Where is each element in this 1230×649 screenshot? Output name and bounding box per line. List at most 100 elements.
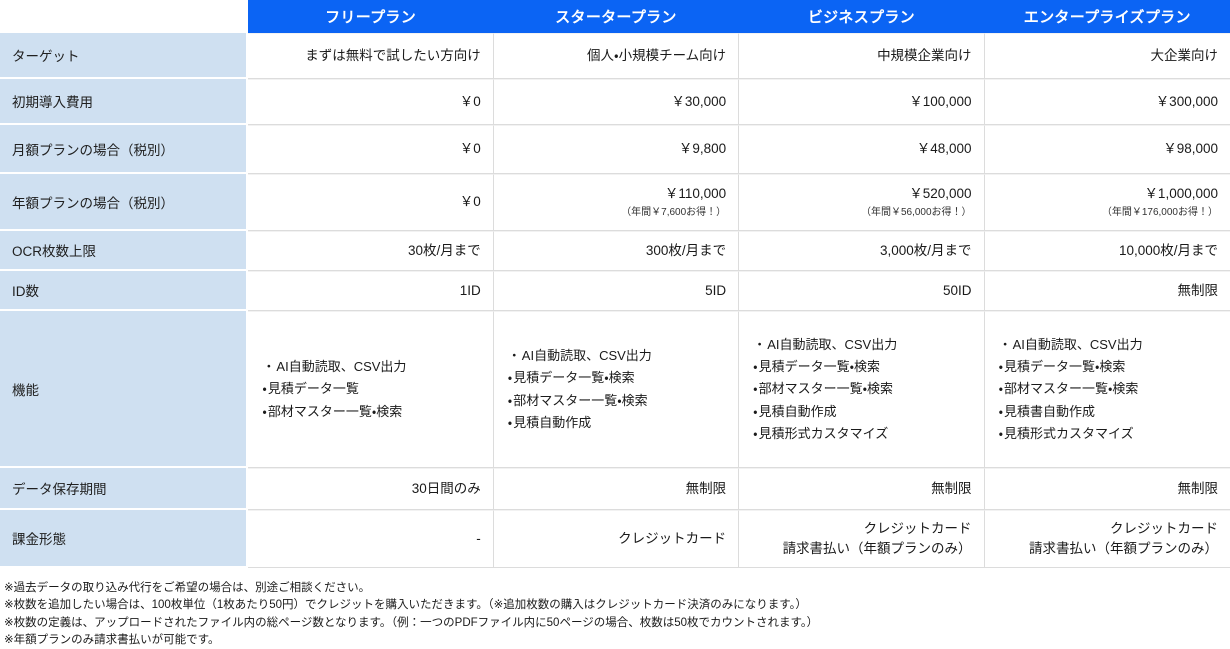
cell-value: ￥100,000: [909, 93, 972, 109]
feature-label: 部材マスター一覧・検索: [758, 381, 894, 397]
cell-billing-starter: クレジットカード: [493, 510, 740, 568]
cell-value: 50ID: [943, 282, 972, 298]
row-label-data-retention: データ保存期間: [0, 468, 249, 510]
feature-list-item: ・見積書自動作成: [999, 401, 1220, 423]
table-row-yearly-plan: 年額プランの場合（税別） ￥0 ￥110,000 （年間￥7,600お得！） ￥…: [0, 174, 1230, 231]
cell-value: 無制限: [1177, 480, 1219, 496]
cell-initial-cost-business: ￥100,000: [739, 79, 985, 125]
cell-target-starter: 個人・小規模チーム向け: [493, 33, 740, 79]
feature-list: ・AI自動読取、CSV出力 ・見積データ一覧 ・部材マスター一覧・検索: [262, 356, 482, 423]
cell-value: 大企業向け: [1150, 47, 1219, 63]
bullet-icon: ・: [998, 381, 1003, 397]
feature-list: ・AI自動読取、CSV出力 ・見積データ一覧・検索 ・部材マスター一覧・検索 ・見積自…: [753, 334, 973, 446]
cell-initial-cost-enterprise: ￥300,000: [984, 79, 1230, 125]
cell-monthly-free: ￥0: [248, 125, 494, 174]
feature-list-item: ・AI自動読取、CSV出力: [999, 334, 1220, 356]
feature-label: 見積データ一覧・検索: [1003, 358, 1126, 374]
cell-value: ￥48,000: [916, 141, 972, 157]
footnote-item: ※年額プランのみ請求書払いが可能です。: [4, 633, 220, 646]
table-row-target: ターゲット まずは無料で試したい方向け 個人・小規模チーム向け 中規模企業向け …: [0, 33, 1230, 79]
cell-target-business: 中規模企業向け: [739, 33, 985, 79]
row-label-monthly-plan: 月額プランの場合（税別）: [0, 125, 249, 174]
row-label-features: 機能: [0, 311, 249, 468]
cell-value: ￥9,800: [678, 141, 727, 157]
feature-label: 見積データ一覧・検索: [513, 370, 635, 386]
table-row-billing-type: 課金形態 - クレジットカード クレジットカード 請求書払い（年額プランのみ） ク…: [0, 510, 1230, 568]
pricing-comparison-table: フリープラン スタータープラン ビジネスプラン エンタープライズプラン ターゲッ…: [0, 0, 1230, 568]
cell-target-free: まずは無料で試したい方向け: [248, 33, 494, 79]
cell-value: ￥0: [459, 141, 481, 157]
row-label-target: ターゲット: [0, 33, 249, 79]
cell-id-free: 1ID: [248, 271, 494, 311]
table-row-id-count: ID数 1ID 5ID 50ID 無制限: [0, 271, 1230, 311]
feature-label: AI自動読取、CSV出力: [276, 358, 407, 374]
cell-line: 請求書払い（年額プランのみ）: [1029, 541, 1218, 556]
cell-value: 個人・小規模チーム向け: [586, 47, 727, 63]
feature-label: 見積データ一覧・検索: [758, 358, 881, 374]
feature-list-item: ・見積形式カスタマイズ: [999, 423, 1220, 445]
feature-label: 見積形式カスタマイズ: [758, 426, 889, 442]
plan-header-starter: スタータープラン: [493, 0, 740, 33]
cell-value: 300枚/月まで: [645, 242, 727, 258]
bullet-icon: ・: [753, 403, 758, 419]
footnote-item: ※枚数の定義は、アップロードされたファイル内の総ページ数となります。（例：一つの…: [4, 616, 819, 629]
feature-list-item: ・部材マスター一覧・検索: [753, 378, 973, 400]
feature-label: 見積形式カスタマイズ: [1003, 426, 1134, 442]
cell-initial-cost-free: ￥0: [248, 79, 494, 125]
feature-list-item: ・AI自動読取、CSV出力: [262, 356, 482, 378]
bullet-icon: ・: [507, 370, 513, 386]
row-label-yearly-plan: 年額プランの場合（税別）: [0, 174, 249, 231]
feature-label: 部材マスター一覧・検索: [1003, 381, 1139, 397]
cell-subvalue: （年間￥7,600お得！）: [621, 206, 727, 218]
cell-initial-cost-starter: ￥30,000: [493, 79, 740, 125]
cell-features-enterprise: ・AI自動読取、CSV出力 ・見積データ一覧・検索・部材マスター一覧・検索・見積書…: [984, 311, 1230, 468]
cell-yearly-free: ￥0: [248, 174, 494, 231]
cell-value: 5ID: [705, 282, 727, 298]
billing-lines: -: [258, 529, 481, 549]
cell-subvalue: （年間￥176,000お得！）: [1101, 206, 1218, 218]
footnotes-block: ※過去データの取り込み代行をご希望の場合は、別途ご相談ください。 ※枚数を追加し…: [4, 580, 1230, 649]
cell-yearly-starter: ￥110,000 （年間￥7,600お得！）: [493, 174, 740, 231]
cell-value: 無制限: [931, 480, 972, 496]
cell-value: ￥30,000: [671, 93, 727, 109]
footnote-item: ※過去データの取り込み代行をご希望の場合は、別途ご相談ください。: [4, 582, 371, 594]
bullet-icon: ・: [262, 381, 267, 397]
cell-billing-free: -: [248, 510, 494, 568]
cell-id-starter: 5ID: [493, 271, 740, 311]
row-label-initial-cost: 初期導入費用: [0, 79, 249, 125]
feature-list-item: ・見積データ一覧: [262, 378, 482, 400]
feature-list: ・AI自動読取、CSV出力 ・見積データ一覧・検索・部材マスター一覧・検索・見積書…: [999, 334, 1220, 446]
feature-list-item: ・AI自動読取、CSV出力: [508, 345, 728, 367]
cell-yearly-enterprise: ￥1,000,000 （年間￥176,000お得！）: [984, 174, 1230, 231]
table-row-ocr-limit: OCR枚数上限 30枚/月まで 300枚/月まで 3,000枚/月まで 10,0…: [0, 231, 1230, 271]
feature-label: 見積自動作成: [513, 414, 592, 430]
feature-label: AI自動読取、CSV出力: [521, 347, 652, 363]
bullet-icon: ・: [262, 403, 267, 419]
feature-label: 見積書自動作成: [1003, 403, 1095, 419]
billing-lines: クレジットカード: [504, 529, 726, 549]
cell-features-free: ・AI自動読取、CSV出力 ・見積データ一覧 ・部材マスター一覧・検索: [248, 311, 494, 468]
cell-value: ￥300,000: [1155, 93, 1218, 109]
feature-list-item: ・部材マスター一覧・検索: [262, 401, 482, 423]
cell-value: ￥0: [459, 193, 481, 209]
table-body: ターゲット まずは無料で試したい方向け 個人・小規模チーム向け 中規模企業向け …: [0, 33, 1230, 568]
cell-subvalue: （年間￥56,000お得！）: [860, 206, 972, 218]
table-row-data-retention: データ保存期間 30日間のみ 無制限 無制限 無制限: [0, 468, 1230, 510]
cell-ocr-business: 3,000枚/月まで: [739, 231, 985, 271]
table-row-monthly-plan: 月額プランの場合（税別） ￥0 ￥9,800 ￥48,000 ￥98,000: [0, 125, 1230, 174]
feature-label: 見積自動作成: [758, 403, 837, 419]
table-header: フリープラン スタータープラン ビジネスプラン エンタープライズプラン: [0, 0, 1230, 33]
cell-ocr-free: 30枚/月まで: [248, 231, 494, 271]
cell-retention-business: 無制限: [739, 468, 985, 510]
feature-list-item: ・見積データ一覧・検索: [999, 356, 1220, 378]
cell-ocr-enterprise: 10,000枚/月まで: [984, 231, 1230, 271]
cell-line: クレジットカード: [618, 530, 727, 546]
cell-line: 請求書払い（年額プランのみ）: [782, 541, 972, 556]
cell-retention-enterprise: 無制限: [984, 468, 1230, 510]
bullet-icon: ・: [753, 381, 758, 397]
cell-value: 無制限: [685, 480, 727, 496]
cell-value: ￥110,000: [664, 186, 727, 202]
feature-list-item: ・AI自動読取、CSV出力: [753, 334, 973, 356]
cell-value: まずは無料で試したい方向け: [305, 47, 481, 63]
cell-value: ￥0: [459, 93, 481, 109]
